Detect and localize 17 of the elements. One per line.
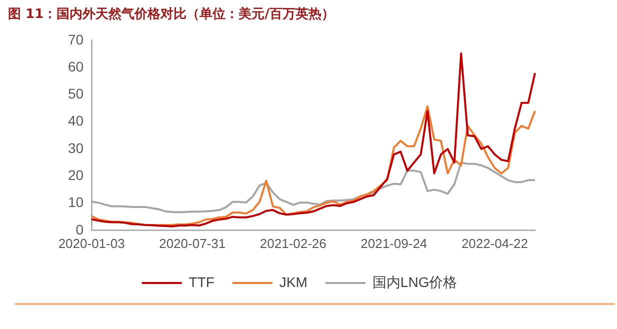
chart-title: 图 11：国内外天然气价格对比（单位：美元/百万英热）: [8, 6, 334, 23]
y-tick-label: 60: [68, 58, 84, 74]
x-tick-label: 2020-07-31: [159, 236, 226, 251]
y-tick-label: 40: [68, 112, 84, 129]
y-tick-label: 0: [76, 221, 84, 238]
legend-label: 国内LNG价格: [372, 274, 458, 290]
y-tick-label: 30: [68, 140, 84, 156]
x-tick-label: 2020-01-03: [58, 236, 125, 251]
y-tick-label: 70: [68, 31, 84, 48]
x-tick-label: 2021-02-26: [260, 236, 326, 251]
y-tick-label: 10: [68, 194, 84, 210]
legend-label: JKM: [279, 274, 308, 290]
y-tick-label: 20: [68, 166, 84, 183]
x-tick-label: 2021-09-24: [360, 236, 428, 251]
y-tick-label: 50: [68, 86, 84, 102]
x-tick-label: 2022-04-22: [461, 236, 528, 251]
legend-label: TTF: [188, 274, 214, 290]
